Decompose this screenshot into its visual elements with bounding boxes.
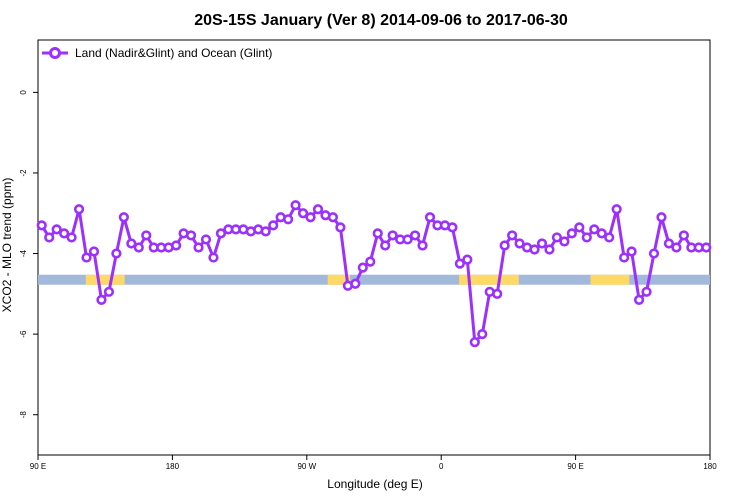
data-point	[671, 242, 682, 253]
data-point	[118, 212, 129, 223]
data-point	[327, 212, 339, 223]
x-tick-label: 90 E	[30, 462, 46, 471]
legend-marker	[49, 47, 61, 59]
series-layer	[36, 200, 712, 348]
data-point	[551, 232, 563, 243]
x-tick-label: 90 W	[297, 462, 316, 471]
land-band-segment	[459, 274, 519, 285]
data-point	[387, 230, 398, 241]
data-point	[566, 228, 577, 239]
data-point	[81, 252, 92, 263]
data-point	[409, 230, 421, 241]
data-point	[268, 220, 279, 231]
data-point	[312, 204, 324, 215]
data-point	[492, 288, 503, 299]
data-point	[447, 222, 458, 233]
ocean-band	[38, 274, 710, 285]
data-point	[357, 262, 368, 273]
data-point	[185, 230, 197, 241]
data-point	[297, 208, 309, 219]
data-point	[596, 228, 607, 239]
x-tick-label: 0	[439, 462, 444, 471]
data-point	[514, 238, 525, 249]
data-point	[133, 242, 144, 253]
data-point	[141, 230, 152, 241]
data-point	[51, 224, 62, 235]
data-point	[215, 228, 227, 239]
y-tick-label: 0	[19, 90, 28, 95]
legend-label: Land (Nadir&Glint) and Ocean (Glint)	[75, 46, 272, 60]
data-point	[372, 228, 383, 239]
data-point	[529, 244, 540, 255]
x-tick-label: 90 E	[567, 462, 583, 471]
data-point	[103, 286, 115, 297]
data-point	[335, 222, 346, 233]
x-axis: 90 E 180 90 W 0 90 E 180	[30, 455, 717, 471]
data-point	[499, 240, 510, 251]
data-point	[424, 212, 436, 223]
data-point	[544, 244, 555, 255]
data-point	[619, 252, 630, 263]
data-point	[417, 240, 428, 251]
data-point	[111, 248, 122, 259]
data-point	[350, 278, 361, 289]
data-point	[36, 220, 47, 231]
data-point	[260, 226, 271, 237]
data-point	[126, 238, 137, 249]
data-point	[171, 240, 182, 251]
data-point	[574, 222, 585, 233]
data-point	[589, 224, 600, 235]
y-tick-label: -2	[19, 169, 28, 177]
land-band-segment	[327, 274, 351, 285]
data-point	[648, 248, 660, 259]
data-point	[626, 246, 637, 257]
data-point	[477, 329, 488, 340]
data-point	[208, 252, 219, 263]
land-band-segment	[590, 274, 630, 285]
data-point	[462, 254, 473, 265]
series-line	[40, 203, 707, 344]
data-point	[656, 212, 667, 223]
y-tick-label: -6	[19, 330, 28, 338]
data-point	[641, 286, 652, 297]
data-point	[663, 238, 675, 249]
data-point	[581, 232, 592, 243]
data-point	[559, 236, 570, 247]
surface-band	[38, 274, 710, 285]
data-point	[96, 294, 107, 305]
data-point	[193, 242, 204, 253]
y-tick-label: -4	[19, 249, 28, 257]
data-point	[200, 234, 212, 245]
data-point	[507, 230, 518, 241]
x-tick-label: 180	[703, 462, 717, 471]
data-point	[536, 238, 548, 249]
data-point	[611, 204, 622, 215]
data-point	[380, 240, 391, 251]
x-axis-label: Longitude (deg E)	[327, 477, 422, 491]
data-point	[88, 246, 100, 257]
y-axis: 0 -2 -4 -6 -8	[19, 90, 38, 419]
data-point	[633, 294, 645, 305]
data-point	[44, 232, 55, 243]
x-tick-label: 180	[166, 462, 180, 471]
data-point	[59, 228, 70, 239]
data-point	[678, 230, 689, 241]
data-point	[469, 337, 480, 348]
data-point	[365, 256, 376, 267]
chart-title: 20S-15S January (Ver 8) 2014-09-06 to 20…	[194, 12, 568, 29]
data-point	[283, 214, 294, 225]
data-point	[454, 258, 465, 269]
data-point	[73, 204, 85, 215]
data-point	[290, 200, 301, 211]
data-point	[402, 234, 413, 245]
legend: Land (Nadir&Glint) and Ocean (Glint)	[42, 46, 272, 60]
data-point	[66, 232, 77, 243]
data-point	[604, 232, 615, 243]
land-band-segment	[85, 274, 125, 285]
data-point	[305, 212, 316, 223]
y-tick-label: -8	[19, 411, 28, 419]
y-axis-label: XCO2 - MLO trend (ppm)	[0, 178, 14, 313]
data-point	[701, 242, 712, 253]
